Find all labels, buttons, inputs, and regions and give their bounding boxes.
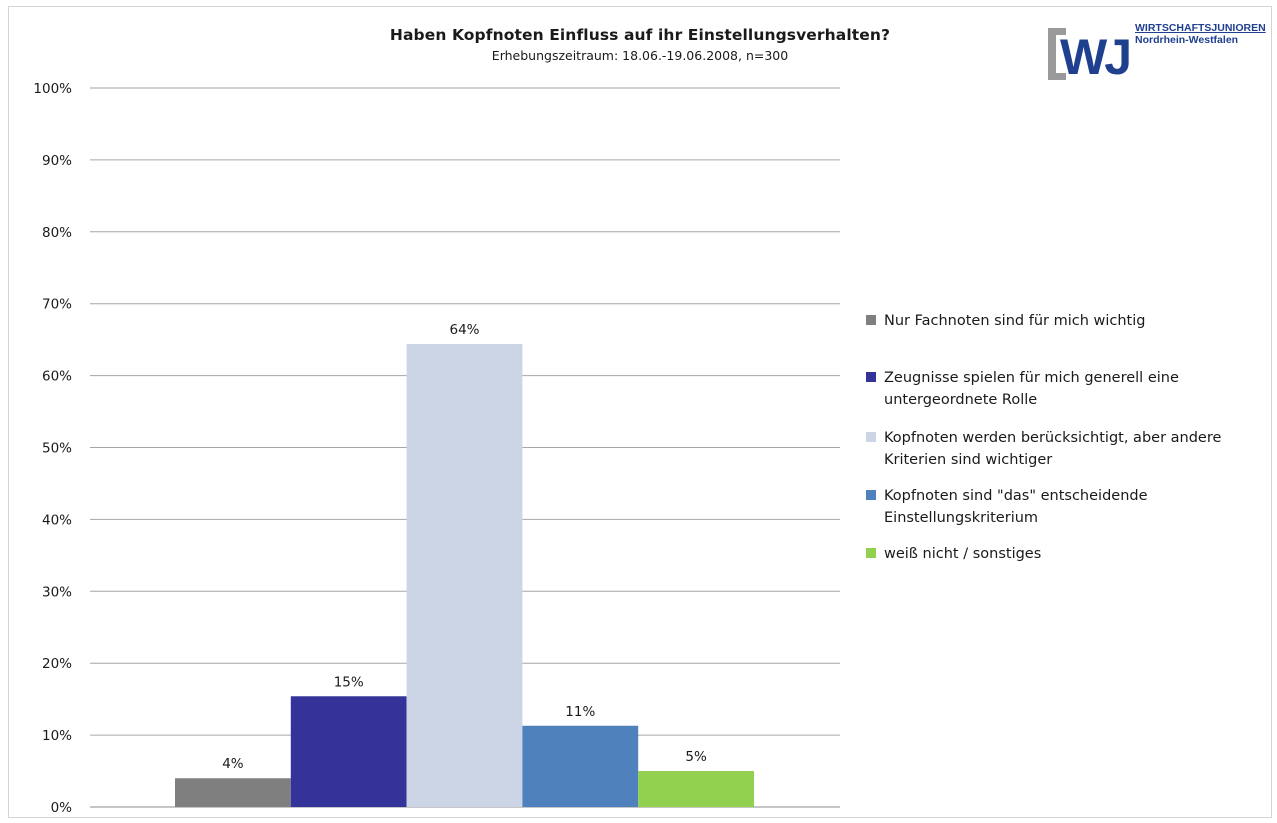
- data-label: 15%: [334, 674, 364, 690]
- bars: [175, 343, 754, 807]
- legend-swatch: [866, 490, 876, 500]
- legend-label: Kopfnoten sind "das" entscheidende Einste…: [884, 488, 1148, 526]
- y-tick-label: 60%: [42, 369, 72, 385]
- wj-logo: WJ: [1048, 28, 1132, 85]
- data-label: 11%: [565, 704, 595, 720]
- legend-label: Zeugnisse spielen für mich generell eine…: [884, 370, 1179, 408]
- y-tick-label: 10%: [42, 728, 72, 744]
- y-tick-label: 0%: [51, 800, 73, 816]
- logo-mark: WJ: [1060, 29, 1129, 85]
- data-labels: 4% 15% 64% 11% 5%: [222, 322, 707, 772]
- bar: [406, 343, 523, 807]
- logo-bracket-icon: [1048, 28, 1066, 80]
- bar: [522, 725, 639, 807]
- y-tick-label: 80%: [42, 225, 72, 241]
- y-tick-label: 100%: [33, 81, 72, 97]
- logo-line2: Nordrhein-Westfalen: [1135, 34, 1239, 46]
- chart-subtitle: Erhebungszeitraum: 18.06.-19.06.2008, n=…: [491, 48, 789, 63]
- data-label: 4%: [222, 756, 244, 772]
- logo-line1: WIRTSCHAFTSJUNIOREN: [1135, 22, 1266, 34]
- bar: [638, 771, 754, 807]
- legend-swatch: [866, 315, 876, 325]
- legend-label: Kopfnoten werden berücksichtigt, aber an…: [884, 430, 1222, 468]
- legend-swatch: [866, 432, 876, 442]
- y-tick-label: 20%: [42, 656, 72, 672]
- bar: [175, 778, 291, 807]
- y-tick-label: 70%: [42, 297, 72, 313]
- legend-label: weiß nicht / sonstiges: [884, 546, 1042, 562]
- legend-label: Nur Fachnoten sind für mich wichtig: [884, 313, 1146, 329]
- data-label: 5%: [685, 749, 707, 765]
- y-tick-label: 90%: [42, 153, 72, 169]
- y-tick-label: 40%: [42, 512, 72, 528]
- y-tick-label: 50%: [42, 441, 72, 457]
- bar: [290, 696, 407, 807]
- legend-swatch: [866, 372, 876, 382]
- data-label: 64%: [449, 322, 479, 338]
- chart-frame: [8, 6, 1272, 818]
- legend-swatch: [866, 548, 876, 558]
- chart-title: Haben Kopfnoten Einfluss auf ihr Einstel…: [389, 26, 891, 44]
- y-axis-ticks: 0% 10% 20% 30% 40% 50% 60% 70% 80% 90% 100%: [33, 81, 72, 816]
- y-tick-label: 30%: [42, 584, 72, 600]
